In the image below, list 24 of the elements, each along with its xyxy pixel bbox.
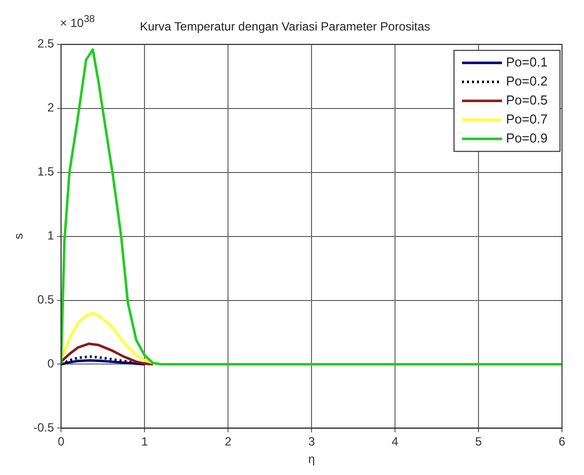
x-tick-label: 4 — [392, 434, 399, 449]
y-tick-label: 1.5 — [37, 164, 54, 179]
line-series — [61, 355, 146, 366]
x-tick-label: 6 — [558, 434, 566, 449]
x-tick-label: 3 — [308, 434, 316, 449]
x-tick-label: 0 — [58, 434, 65, 449]
y-tick-label: 0.5 — [37, 292, 54, 307]
legend-label: Po=0.1 — [506, 54, 548, 70]
chart-title: Kurva Temperatur dengan Variasi Parameter Porositas — [140, 20, 430, 34]
y-axis-title: s — [12, 233, 26, 240]
text: × 10$^{38}$ — [60, 14, 95, 30]
legend-label: Po=0.9 — [506, 130, 548, 146]
legend-label: Po=0.2 — [506, 73, 548, 88]
y-tick-label: 2.5 — [37, 36, 54, 51]
legend-label: Po=0.7 — [506, 111, 548, 126]
x-tick-label: 5 — [475, 434, 482, 449]
legend-label: Po=0.5 — [506, 92, 548, 108]
y-tick-label: 2 — [47, 100, 54, 115]
y-tick-label: -0.5 — [33, 420, 54, 435]
x-tick-label: 1 — [141, 434, 148, 449]
y-tick-label: 1 — [47, 228, 54, 243]
x-axis-title: η — [308, 452, 315, 466]
x-tick-label: 2 — [224, 434, 232, 449]
y-tick-label: 0 — [47, 356, 54, 371]
